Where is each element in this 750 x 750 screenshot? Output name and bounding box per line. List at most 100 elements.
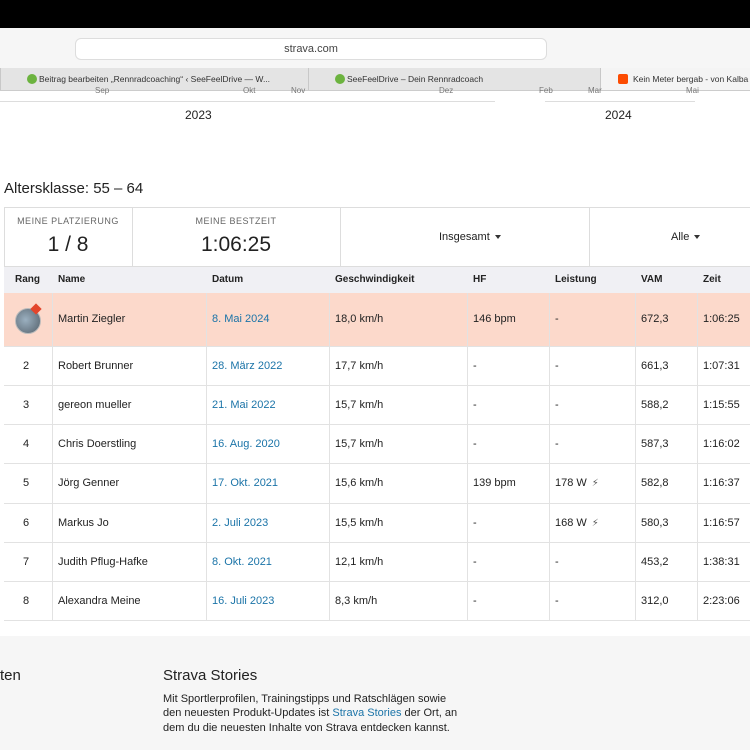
cell: 7 — [23, 556, 29, 568]
cell-border — [467, 293, 468, 347]
top-bar — [0, 0, 750, 28]
axis-line — [545, 101, 695, 102]
month-label: Okt — [243, 86, 255, 95]
cell[interactable]: 21. Mai 2022 — [212, 399, 276, 411]
dropdown-label: Insgesamt — [439, 231, 490, 243]
year-label: 2024 — [605, 108, 632, 122]
filter-dropdown[interactable]: Insgesamt — [439, 231, 501, 243]
column-header[interactable]: VAM — [641, 274, 662, 285]
cell[interactable]: Jörg Genner — [58, 477, 119, 489]
cell[interactable]: 28. März 2022 — [212, 360, 282, 372]
column-header[interactable]: Zeit — [703, 274, 721, 285]
cell-border — [329, 347, 330, 386]
divider — [340, 207, 341, 267]
cell-border — [52, 386, 53, 425]
cell[interactable]: Judith Pflug-Hafke — [58, 556, 148, 568]
cell: 15,6 km/h — [335, 477, 383, 489]
cell: 1:15:55 — [703, 399, 740, 411]
stat-value: 1:06:25 — [132, 233, 340, 257]
cell-border — [52, 464, 53, 504]
cell: 6 — [23, 517, 29, 529]
column-header: Rang — [15, 274, 40, 285]
cell-border — [329, 504, 330, 543]
cell-border — [549, 425, 550, 464]
cell-border — [467, 425, 468, 464]
cell: 312,0 — [641, 595, 669, 607]
cell-border — [52, 425, 53, 464]
url-field[interactable]: strava.com — [75, 38, 547, 60]
cell-border — [329, 425, 330, 464]
cell-border — [467, 347, 468, 386]
cell: 672,3 — [641, 313, 669, 325]
axis-line — [0, 101, 495, 102]
column-header[interactable]: Leistung — [555, 274, 597, 285]
cell-border — [52, 293, 53, 347]
cell-border — [697, 504, 698, 543]
tab[interactable]: SeeFeelDrive – Dein Rennradcoach — [308, 68, 600, 90]
cell: 2 — [23, 360, 29, 372]
cell-border — [549, 386, 550, 425]
cell: 178 W⚡︎ — [555, 477, 599, 489]
column-header[interactable]: Datum — [212, 274, 243, 285]
cell[interactable]: Robert Brunner — [58, 360, 133, 372]
cell[interactable]: gereon mueller — [58, 399, 131, 411]
column-header[interactable]: Geschwindigkeit — [335, 274, 414, 285]
cell[interactable]: 16. Aug. 2020 — [212, 438, 280, 450]
cell[interactable]: Alexandra Meine — [58, 595, 141, 607]
cell: 2:23:06 — [703, 595, 740, 607]
cell: 661,3 — [641, 360, 669, 372]
cell-border — [635, 425, 636, 464]
cell-border — [549, 504, 550, 543]
footer-heading: ten — [0, 667, 21, 684]
cell-border — [697, 347, 698, 386]
link[interactable]: Strava Stories — [332, 707, 401, 719]
cell[interactable]: Martin Ziegler — [58, 313, 125, 325]
cell-border — [635, 543, 636, 582]
month-label: Nov — [291, 86, 305, 95]
cell-border — [549, 464, 550, 504]
column-header[interactable]: Name — [58, 274, 85, 285]
cell[interactable]: Markus Jo — [58, 517, 109, 529]
cell: 168 W⚡︎ — [555, 517, 599, 529]
cell[interactable]: 2. Juli 2023 — [212, 517, 268, 529]
cell: 1:16:02 — [703, 438, 740, 450]
cell: 18,0 km/h — [335, 313, 383, 325]
cell-border — [467, 504, 468, 543]
cell-border — [697, 543, 698, 582]
cell: - — [555, 595, 559, 607]
cell-border — [206, 504, 207, 543]
month-label: Sep — [95, 86, 109, 95]
column-header[interactable]: HF — [473, 274, 486, 285]
cell[interactable]: Chris Doerstling — [58, 438, 136, 450]
cell: 1:38:31 — [703, 556, 740, 568]
cell-border — [206, 582, 207, 621]
cell-border — [697, 582, 698, 621]
month-label: Feb — [539, 86, 553, 95]
cell: 8 — [23, 595, 29, 607]
divider — [589, 207, 590, 267]
cell: - — [555, 438, 559, 450]
year-label: 2023 — [185, 108, 212, 122]
tab[interactable]: Beitrag bearbeiten „Rennradcoaching“ ‹ S… — [0, 68, 308, 90]
cell-border — [206, 347, 207, 386]
cell-border — [52, 543, 53, 582]
filter-dropdown[interactable]: Alle — [671, 231, 700, 243]
cell[interactable]: 8. Mai 2024 — [212, 313, 269, 325]
tab[interactable]: Kein Meter bergab - von Kalba — [600, 68, 750, 90]
cell[interactable]: 8. Okt. 2021 — [212, 556, 272, 568]
cell: - — [473, 360, 477, 372]
cell: 8,3 km/h — [335, 595, 377, 607]
cell-border — [206, 386, 207, 425]
cell: 15,7 km/h — [335, 438, 383, 450]
cell: 588,2 — [641, 399, 669, 411]
cell: - — [473, 517, 477, 529]
cell-border — [635, 293, 636, 347]
cell: 17,7 km/h — [335, 360, 383, 372]
dropdown-label: Alle — [671, 231, 689, 243]
footer-text: Mit Sportlerprofilen, Trainingstipps und… — [163, 692, 463, 735]
cell-border — [52, 504, 53, 543]
cell[interactable]: 17. Okt. 2021 — [212, 477, 278, 489]
cell[interactable]: 16. Juli 2023 — [212, 595, 274, 607]
cell: 582,8 — [641, 477, 669, 489]
cell: - — [555, 360, 559, 372]
